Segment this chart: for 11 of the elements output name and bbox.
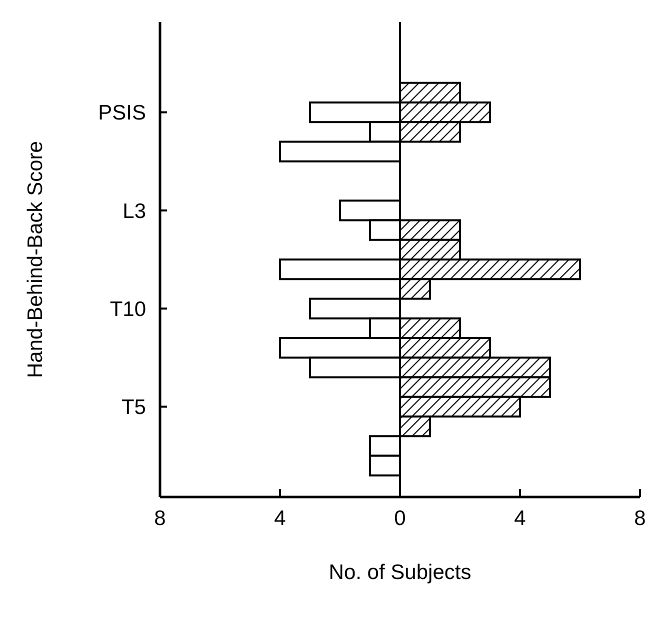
x-tick-label: 8 <box>154 507 166 530</box>
y-tick-label: T5 <box>121 396 146 420</box>
x-tick-label: 0 <box>394 507 406 530</box>
x-tick-label: 4 <box>274 507 286 530</box>
x-tick-label: 8 <box>634 507 646 530</box>
x-tick-label: 4 <box>514 507 526 530</box>
y-axis-title: Hand-Behind-Back Score <box>24 141 47 378</box>
y-tick-label: T10 <box>110 298 146 321</box>
y-tick-label: L3 <box>122 200 146 223</box>
y-tick-label: PSIS <box>98 102 146 125</box>
x-axis-title: No. of Subjects <box>328 561 472 584</box>
